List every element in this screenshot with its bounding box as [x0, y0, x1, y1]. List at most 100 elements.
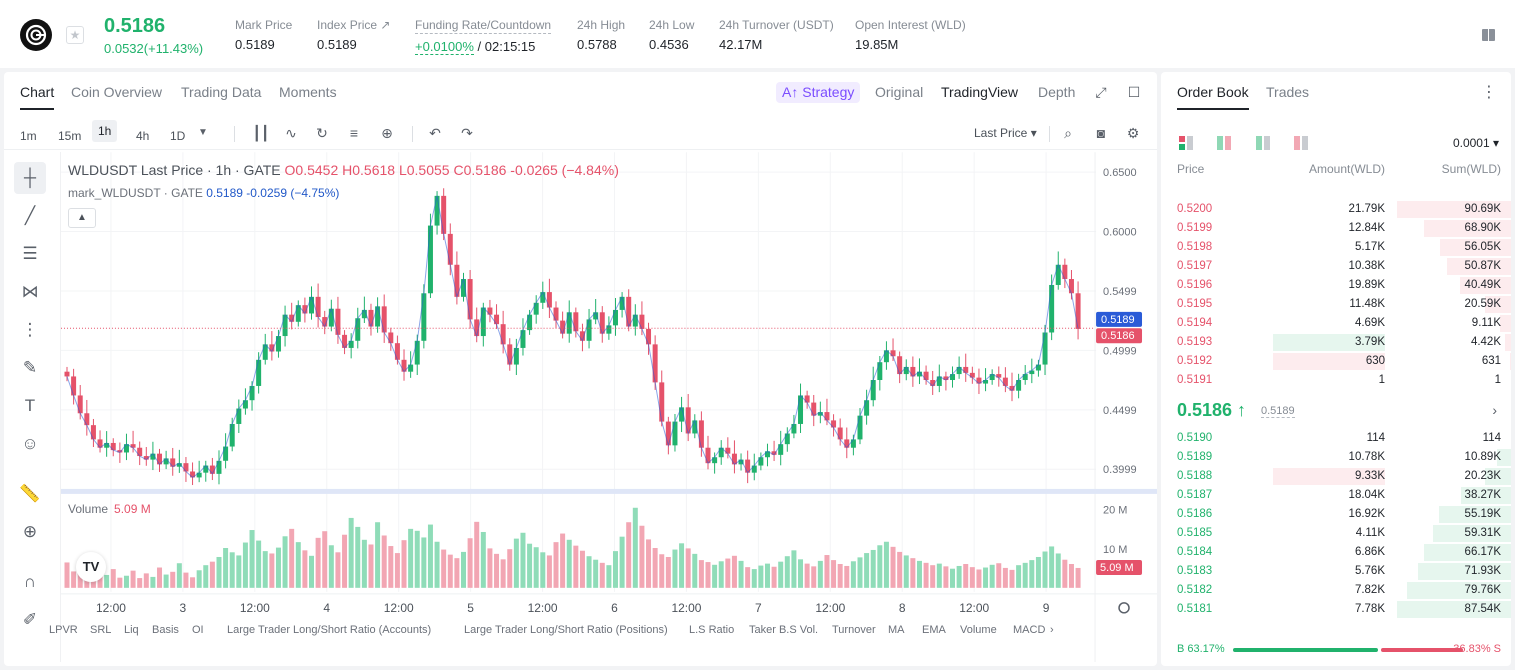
candle-type-icon[interactable]: ┃┃	[252, 125, 270, 141]
fib-icon[interactable]: ⋮	[21, 320, 39, 339]
bid-row[interactable]: 0.5190 114 114	[1161, 429, 1511, 448]
text-tool-icon[interactable]: T	[24, 396, 36, 415]
interval-15m[interactable]: 15m	[58, 129, 82, 143]
crosshair-icon[interactable]: ┼	[14, 162, 46, 194]
ask-row[interactable]: 0.5191 1 1	[1161, 371, 1511, 390]
tab-order-book[interactable]: Order Book	[1177, 84, 1249, 110]
chevron-right-icon[interactable]: ›	[1492, 402, 1497, 418]
ask-row[interactable]: 0.5195 11.48K 20.59K	[1161, 295, 1511, 314]
indicator-large-trader-long-short-ratio-accounts-[interactable]: Large Trader Long/Short Ratio (Accounts)	[227, 624, 432, 636]
view-depth[interactable]: Depth	[1038, 84, 1076, 100]
bid-row[interactable]: 0.5185 4.11K 59.31K	[1161, 524, 1511, 543]
book-icon[interactable]	[1482, 29, 1495, 41]
view-tradingview[interactable]: TradingView	[941, 84, 1019, 100]
bid-row[interactable]: 0.5186 16.92K 55.19K	[1161, 505, 1511, 524]
price-chart[interactable]: 0.6500 0.6000 0.5499 0.4999 0.4499 0.3999 0.51…	[60, 152, 1157, 662]
ask-row[interactable]: 0.5200 21.79K 90.69K	[1161, 200, 1511, 219]
bid-row[interactable]: 0.5184 6.86K 66.17K	[1161, 543, 1511, 562]
indicator-taker-b-s-vol-[interactable]: Taker B.S Vol.	[749, 624, 819, 636]
strategy-button[interactable]: A↑ Strategy	[776, 82, 861, 103]
tab-trades[interactable]: Trades	[1266, 84, 1310, 100]
candle	[771, 451, 777, 455]
redo-icon[interactable]: ↷	[461, 125, 473, 141]
add-alert-icon[interactable]: ⊕	[381, 125, 393, 141]
ask-row[interactable]: 0.5199 12.84K 68.90K	[1161, 219, 1511, 238]
indicator-ma[interactable]: MA	[888, 624, 905, 636]
price-axis-label: 0.3999	[1103, 464, 1137, 476]
bid-row[interactable]: 0.5189 10.78K 10.89K	[1161, 448, 1511, 467]
indicator-l-s-ratio[interactable]: L.S Ratio	[689, 624, 735, 636]
collapse-legend-icon[interactable]: ▲	[68, 208, 96, 228]
volume-bar	[223, 547, 229, 588]
ask-row[interactable]: 0.5193 3.79K 4.42K	[1161, 333, 1511, 352]
view-original[interactable]: Original	[875, 84, 924, 100]
horizontal-lines-icon[interactable]: ☰	[22, 244, 38, 263]
col-amount: Amount(WLD)	[1308, 162, 1385, 176]
volume-bar	[209, 561, 215, 588]
bid-row[interactable]: 0.5187 18.04K 38.27K	[1161, 486, 1511, 505]
price-type-select[interactable]: Last Price ▾	[974, 126, 1037, 140]
ask-row[interactable]: 0.5198 5.17K 56.05K	[1161, 238, 1511, 257]
tab-trading-data[interactable]: Trading Data	[181, 84, 262, 100]
tab-moments[interactable]: Moments	[279, 84, 337, 100]
indicator-oi[interactable]: OI	[192, 624, 204, 636]
precision-select[interactable]: 0.0001 ▾	[1452, 136, 1499, 150]
indicator-lpvr[interactable]: LPVR	[49, 624, 78, 636]
bid-row[interactable]: 0.5181 7.78K 87.54K	[1161, 600, 1511, 619]
ask-row[interactable]: 0.5194 4.69K 9.11K	[1161, 314, 1511, 333]
mode-asks-icon[interactable]	[1294, 136, 1309, 150]
camera-icon[interactable]: ◙	[1096, 125, 1106, 141]
interval-1m[interactable]: 1m	[20, 129, 37, 143]
bid-row[interactable]: 0.5182 7.82K 79.76K	[1161, 581, 1511, 600]
tradingview-logo-icon[interactable]: TV	[76, 552, 106, 582]
candle	[176, 463, 182, 467]
mode-both-icon[interactable]	[1179, 136, 1193, 150]
zoom-in-icon[interactable]: ⊕	[22, 522, 38, 541]
candle	[1068, 279, 1074, 294]
ruler-icon[interactable]: 📏	[19, 484, 41, 503]
ask-row[interactable]: 0.5197 10.38K 50.87K	[1161, 257, 1511, 276]
bid-row[interactable]: 0.5188 9.33K 20.23K	[1161, 467, 1511, 486]
candle	[289, 314, 295, 322]
indicator-scroll-icon[interactable]: ›	[1050, 624, 1054, 636]
pencil-lock-icon[interactable]: ✐	[22, 610, 38, 629]
more-menu-icon[interactable]: ⋮	[1481, 84, 1497, 101]
interval-4h[interactable]: 4h	[136, 129, 150, 143]
indicator-ema[interactable]: EMA	[922, 624, 946, 636]
interval-1h[interactable]: 1h	[92, 120, 118, 142]
volume-bar	[817, 560, 823, 588]
indicator-turnover[interactable]: Turnover	[832, 624, 876, 636]
replay-icon[interactable]: ↻	[316, 125, 328, 141]
indicator-basis[interactable]: Basis	[152, 624, 179, 636]
indicators-icon[interactable]: ∿	[285, 125, 297, 141]
favorite-star-icon[interactable]: ★	[66, 26, 84, 44]
indicator-volume[interactable]: Volume	[960, 624, 997, 636]
templates-icon[interactable]: ≡	[349, 125, 359, 141]
ask-row[interactable]: 0.5192 630 631	[1161, 352, 1511, 371]
tab-chart[interactable]: Chart	[20, 84, 55, 110]
fullscreen-icon[interactable]: ☐	[1127, 84, 1141, 100]
mode-split-icon[interactable]	[1217, 136, 1232, 150]
interval-1d[interactable]: 1D	[170, 129, 186, 143]
indicator-large-trader-long-short-ratio-positions-[interactable]: Large Trader Long/Short Ratio (Positions…	[464, 624, 668, 636]
interval-dropdown-icon[interactable]: ▼	[198, 127, 208, 138]
indicator-srl[interactable]: SRL	[90, 624, 112, 636]
undo-icon[interactable]: ↶	[429, 125, 441, 141]
tab-coin-overview[interactable]: Coin Overview	[71, 84, 163, 100]
expand-icon[interactable]: ⤢	[1095, 84, 1107, 100]
funding-rate-stat[interactable]: Funding Rate/Countdown +0.0100% / 02:15:…	[415, 18, 552, 55]
emoji-icon[interactable]: ☺	[21, 434, 39, 453]
magnet-icon[interactable]: ∩	[23, 572, 37, 591]
search-icon[interactable]: ⌕	[1064, 125, 1072, 141]
mode-bids-icon[interactable]	[1255, 136, 1270, 150]
settings-gear-icon[interactable]: ⚙	[1126, 125, 1140, 141]
indicator-liq[interactable]: Liq	[124, 624, 139, 636]
chart-settings-icon[interactable]	[1118, 602, 1130, 614]
indicator-macd[interactable]: MACD	[1013, 624, 1046, 636]
ask-row[interactable]: 0.5196 19.89K 40.49K	[1161, 276, 1511, 295]
trend-line-icon[interactable]: ╱	[24, 206, 36, 225]
index-price-stat[interactable]: Index Price ↗ 0.5189	[317, 18, 391, 52]
pattern-icon[interactable]: ⋈	[21, 282, 39, 301]
bid-row[interactable]: 0.5183 5.76K 71.93K	[1161, 562, 1511, 581]
brush-icon[interactable]: ✎	[22, 358, 38, 377]
